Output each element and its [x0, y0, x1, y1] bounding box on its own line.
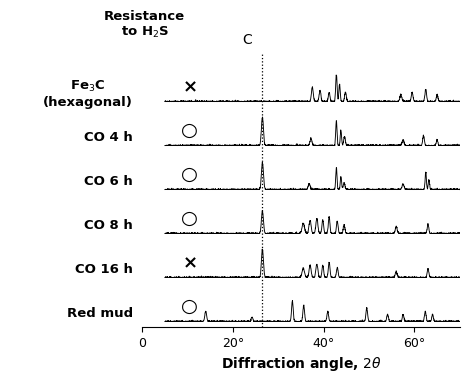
Text: ×: × [182, 254, 197, 272]
Text: CO 16 h: CO 16 h [75, 263, 133, 276]
Text: C: C [242, 33, 252, 47]
Text: ○: ○ [182, 297, 198, 316]
Text: ○: ○ [182, 165, 198, 184]
Text: CO 4 h: CO 4 h [84, 131, 133, 144]
Text: Resistance
to H$_2$S: Resistance to H$_2$S [104, 10, 185, 40]
Text: ○: ○ [182, 209, 198, 228]
Text: ○: ○ [182, 121, 198, 140]
X-axis label: Diffraction angle, $2\theta$: Diffraction angle, $2\theta$ [220, 355, 382, 373]
Text: CO 8 h: CO 8 h [84, 219, 133, 232]
Text: ×: × [182, 78, 197, 96]
Text: CO 6 h: CO 6 h [84, 175, 133, 188]
Text: Red mud: Red mud [66, 307, 133, 320]
Text: Fe$_3$C
(hexagonal): Fe$_3$C (hexagonal) [43, 79, 133, 109]
